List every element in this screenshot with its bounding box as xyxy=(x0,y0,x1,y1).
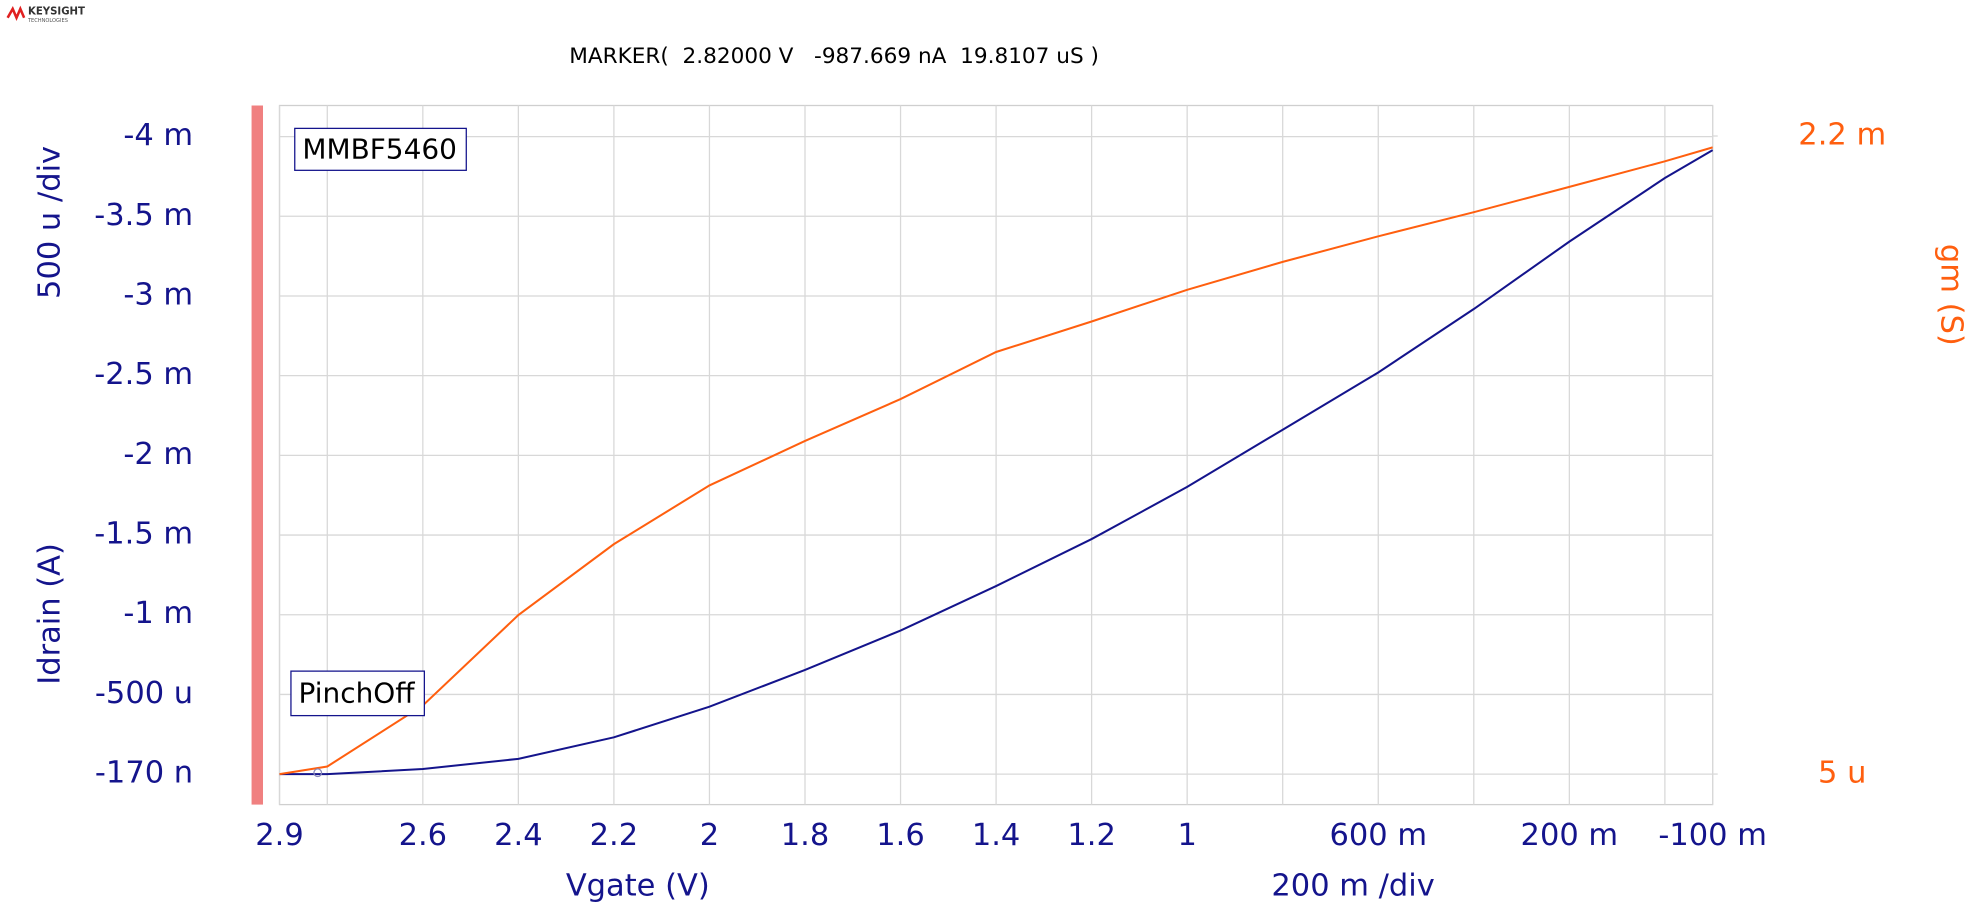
annotation: MMBF5460 xyxy=(302,133,457,166)
x-axis-label: Vgate (V) xyxy=(566,869,710,904)
x-tick-label: 1 xyxy=(1177,818,1196,853)
x-tick-label: 1.4 xyxy=(972,818,1020,853)
y-axis-label: Idrain (A) xyxy=(32,543,67,685)
logo-mark xyxy=(6,5,26,22)
x-tick-label: 1.2 xyxy=(1067,818,1115,853)
side-bar xyxy=(251,105,263,805)
x-scale-label: 200 m /div xyxy=(1271,869,1434,904)
y2-tick-label: 2.2 m xyxy=(1798,118,1886,153)
x-tick-label: 600 m xyxy=(1329,818,1427,853)
y-tick-label: -1.5 m xyxy=(94,517,193,552)
y-tick-label: -2 m xyxy=(123,437,193,472)
x-tick-label: 2.6 xyxy=(399,818,447,853)
y2-tick-label: 5 u xyxy=(1818,756,1866,791)
y-tick-label: -170 n xyxy=(95,756,193,791)
y-tick-label: -3 m xyxy=(123,277,193,312)
x-tick-label: 200 m xyxy=(1521,818,1619,853)
marker-readout: MARKER( 2.82000 V -987.669 nA 19.8107 uS… xyxy=(569,44,1099,69)
marker-point xyxy=(313,768,323,778)
series-line xyxy=(279,149,1714,776)
logo: KEYSIGHT xyxy=(28,6,85,17)
y-tick-label: -1 m xyxy=(123,596,193,631)
x-tick-label: 1.6 xyxy=(876,818,924,853)
y-tick-label: -4 m xyxy=(123,118,193,153)
x-tick-label: 1.8 xyxy=(781,818,829,853)
x-tick-label: 2 xyxy=(700,818,719,853)
series-line xyxy=(279,146,1713,776)
y-tick-label: -500 u xyxy=(95,676,193,711)
annotation-box xyxy=(290,670,425,717)
lines xyxy=(279,146,1714,778)
annotation-box xyxy=(294,127,467,171)
grid xyxy=(278,105,1718,805)
annotation: PinchOff xyxy=(299,677,416,710)
y-tick-label: -3.5 m xyxy=(94,198,193,233)
x-tick-label: 2.9 xyxy=(255,818,303,853)
x-tick-label: 2.4 xyxy=(494,818,542,853)
y-tick-label: -2.5 m xyxy=(94,357,193,392)
x-tick-label: 2.2 xyxy=(590,818,638,853)
y2-axis-label: gm (S) xyxy=(1934,244,1969,346)
annotations: MMBF5460 PinchOff xyxy=(290,127,467,717)
y-scale-label: 500 u /div xyxy=(32,146,67,299)
x-tick-label: -100 m xyxy=(1658,818,1767,853)
logo-subtitle: TECHNOLOGIES xyxy=(27,18,68,24)
